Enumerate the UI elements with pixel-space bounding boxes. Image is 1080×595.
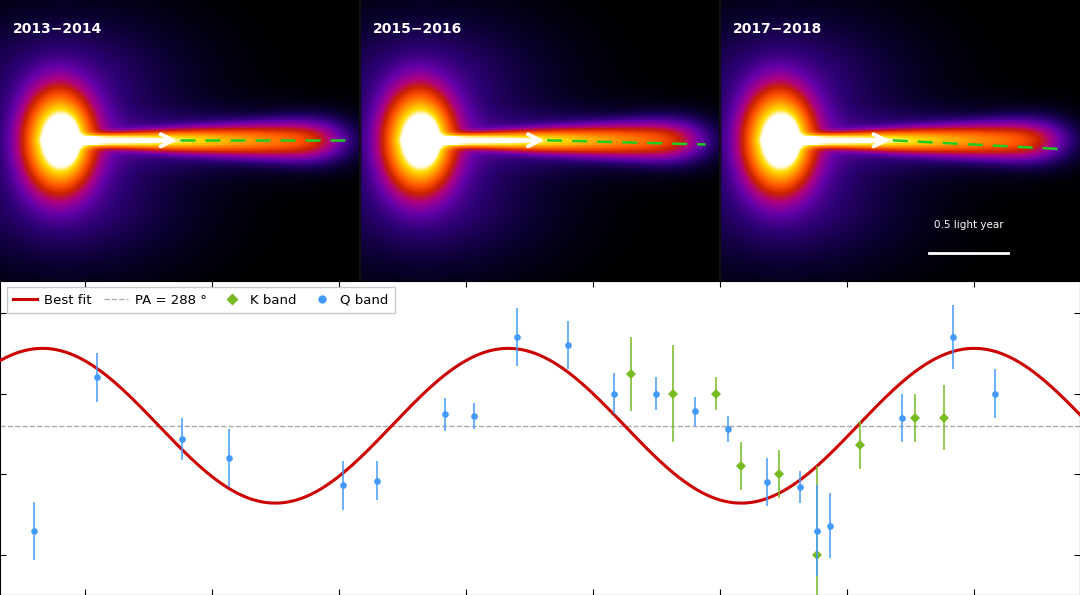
Text: 2013−2014: 2013−2014 [13, 23, 103, 36]
Text: 0.5 light year: 0.5 light year [933, 220, 1003, 230]
Text: 2017−2018: 2017−2018 [733, 23, 822, 36]
Text: 2015−2016: 2015−2016 [373, 23, 462, 36]
Legend: Best fit, PA = 288 °, K band, Q band: Best fit, PA = 288 °, K band, Q band [6, 287, 395, 314]
